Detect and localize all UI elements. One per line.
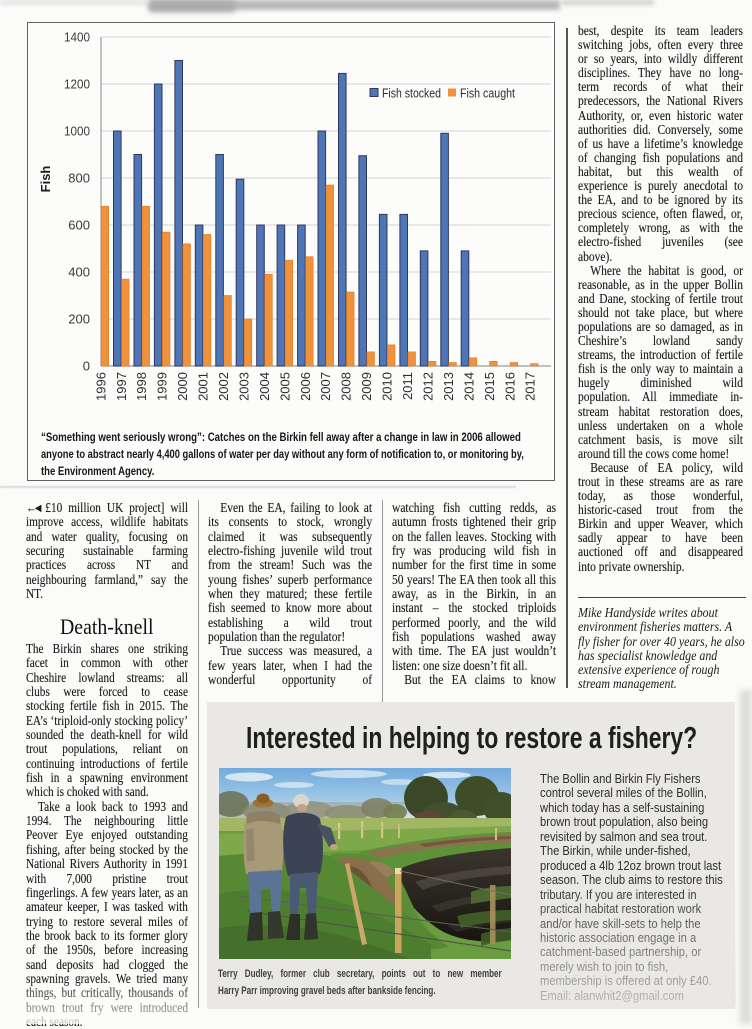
svg-text:2002: 2002	[216, 372, 231, 401]
svg-text:1996: 1996	[93, 372, 108, 401]
svg-text:800: 800	[68, 171, 90, 186]
svg-text:1200: 1200	[64, 77, 90, 92]
svg-text:2009: 2009	[359, 372, 374, 401]
svg-text:2006: 2006	[298, 372, 313, 401]
svg-text:2005: 2005	[277, 372, 292, 401]
svg-text:2001: 2001	[196, 372, 211, 401]
svg-text:2008: 2008	[339, 372, 354, 401]
svg-text:1998: 1998	[134, 372, 149, 401]
svg-text:600: 600	[68, 218, 90, 233]
svg-text:1400: 1400	[64, 30, 90, 45]
svg-text:2013: 2013	[441, 372, 456, 401]
svg-text:1999: 1999	[155, 372, 170, 401]
svg-text:2014: 2014	[461, 372, 476, 401]
svg-text:1000: 1000	[64, 124, 90, 139]
svg-text:2011: 2011	[400, 372, 415, 400]
svg-text:Fish stocked: Fish stocked	[382, 86, 441, 101]
svg-text:2017: 2017	[523, 372, 538, 401]
svg-text:2010: 2010	[380, 372, 395, 401]
svg-text:400: 400	[68, 265, 90, 280]
svg-text:2016: 2016	[502, 372, 517, 401]
svg-text:2003: 2003	[236, 372, 251, 401]
svg-text:Fish: Fish	[38, 166, 53, 193]
svg-text:200: 200	[68, 312, 90, 327]
svg-text:1997: 1997	[114, 372, 129, 401]
svg-text:Fish caught: Fish caught	[460, 86, 515, 101]
svg-text:2004: 2004	[257, 372, 272, 401]
svg-text:2000: 2000	[175, 372, 190, 401]
svg-text:2015: 2015	[482, 372, 497, 401]
svg-text:2012: 2012	[421, 372, 436, 401]
svg-text:2007: 2007	[318, 372, 333, 401]
svg-text:0: 0	[83, 359, 90, 374]
